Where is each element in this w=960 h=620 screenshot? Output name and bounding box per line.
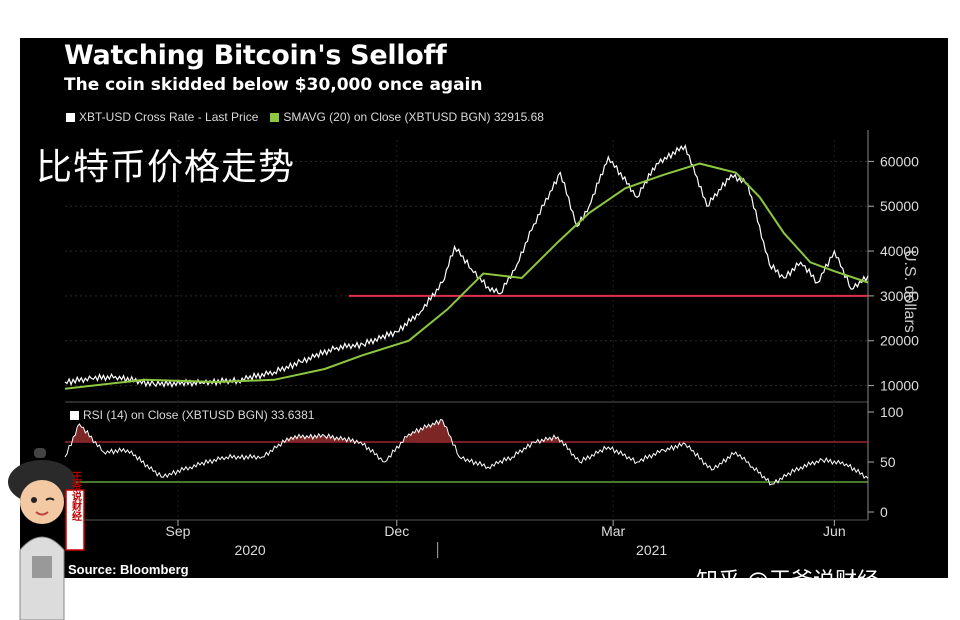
y-axis-label: U.S. dollars: [901, 250, 918, 333]
price-series-line: [64, 143, 869, 389]
rsi-legend-label: RSI (14) on Close (XBTUSD BGN) 33.6381: [83, 408, 315, 422]
mascot-badge: [32, 556, 52, 578]
sma-legend-swatch: [270, 112, 280, 122]
chart-panel: [20, 38, 948, 578]
overlay-caption: 比特币价格走势: [36, 147, 296, 188]
mascot-mouth: [35, 511, 49, 516]
mascot-stamp: [65, 489, 85, 551]
mascot-face: [20, 480, 64, 524]
rsi-series-line: [64, 419, 869, 486]
price-y-tick-label: 50000: [880, 198, 919, 214]
price-y-tick-label: 40000: [880, 243, 919, 259]
x-tick-label: Jun: [823, 523, 846, 539]
price-legend-swatch: [66, 112, 75, 122]
price-y-tick-label: 10000: [880, 378, 919, 394]
rsi-y-tick-label: 0: [880, 504, 888, 520]
mascot-eye-left: [31, 497, 37, 503]
rsi-overbought-fill: [408, 420, 443, 442]
watermark: 知乎 @王爷说财经: [696, 569, 879, 594]
price-y-tick-label: 30000: [880, 288, 919, 304]
chart-title: Watching Bitcoin's Selloff: [64, 40, 447, 71]
price-y-tick-label: 60000: [880, 153, 919, 169]
x-year-label: 2020: [235, 542, 266, 558]
mascot-illustration: 王爷说财经: [8, 448, 85, 620]
price-y-tick-label: 20000: [880, 333, 919, 349]
rsi-y-tick-label: 100: [880, 404, 904, 420]
price-legend-label: XBT-USD Cross Rate - Last Price: [79, 110, 259, 124]
x-tick-label: Dec: [384, 523, 409, 539]
mascot-stamp-text: 王爷说财经: [70, 471, 83, 521]
sma-legend-label: SMAVG (20) on Close (XBTUSD BGN) 32915.6…: [283, 110, 544, 124]
x-tick-label: Sep: [166, 523, 191, 539]
source-note: Source: Bloomberg: [68, 562, 189, 577]
price-legend: XBT-USD Cross Rate - Last Price SMAVG (2…: [66, 110, 544, 124]
rsi-legend-swatch: [70, 410, 79, 420]
rsi-overbought-fill: [79, 424, 95, 442]
rsi-y-tick-label: 50: [880, 454, 896, 470]
sma-series-line: [64, 162, 869, 390]
mascot-robe: [19, 536, 65, 620]
mascot-eye-right: [45, 497, 55, 501]
rsi-legend: RSI (14) on Close (XBTUSD BGN) 33.6381: [70, 408, 314, 422]
x-year-label: 2021: [636, 542, 667, 558]
chart-subtitle: The coin skidded below $30,000 once agai…: [64, 75, 483, 95]
mascot-hat-knob: [34, 448, 46, 458]
x-tick-label: Mar: [601, 523, 625, 539]
